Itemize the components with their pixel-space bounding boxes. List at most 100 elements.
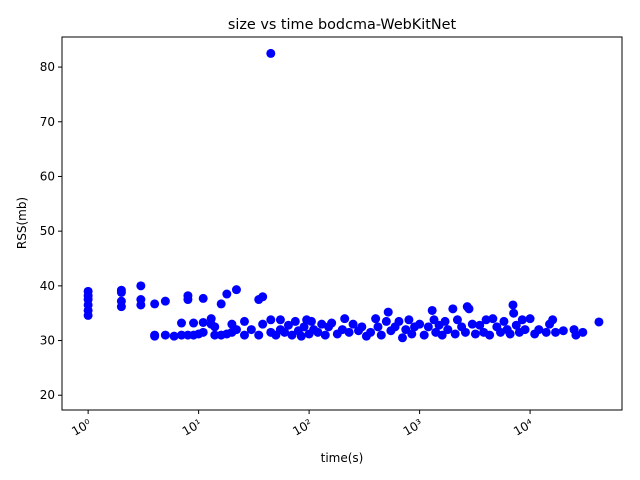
point (150, 331, 160, 341)
point (404, 315, 414, 325)
point (280, 327, 290, 337)
y-tick-label: 50 (40, 224, 55, 238)
point (357, 322, 367, 332)
point (440, 316, 450, 326)
point (505, 329, 515, 339)
point (317, 319, 327, 329)
point (266, 48, 276, 58)
point (83, 286, 93, 296)
point (306, 316, 316, 326)
point (415, 319, 425, 329)
y-tick-label: 60 (40, 169, 55, 183)
point (460, 327, 470, 337)
point (397, 333, 407, 343)
point (290, 316, 300, 326)
point (470, 329, 480, 339)
point (136, 295, 146, 305)
point (383, 307, 393, 317)
point (160, 330, 170, 340)
point (475, 320, 485, 330)
point (381, 316, 391, 326)
point (407, 329, 417, 339)
point (371, 314, 381, 324)
point (344, 327, 354, 337)
point (481, 315, 491, 325)
x-axis-label: time(s) (321, 451, 364, 465)
y-tick-label: 20 (40, 388, 55, 402)
y-tick-label: 40 (40, 279, 55, 293)
point (423, 322, 433, 332)
point (150, 299, 160, 309)
point (116, 296, 126, 306)
point (340, 314, 350, 324)
point (216, 299, 226, 309)
point (394, 316, 404, 326)
point (231, 285, 241, 295)
point (275, 315, 285, 325)
axes-frame (61, 36, 623, 411)
point (488, 314, 498, 324)
point (517, 315, 527, 325)
point (183, 291, 193, 301)
point (296, 331, 306, 341)
point (177, 318, 187, 328)
point (177, 330, 187, 340)
point (594, 317, 604, 327)
y-tick-label: 80 (40, 60, 55, 74)
point (499, 316, 509, 326)
point (508, 300, 518, 310)
point (437, 330, 447, 340)
point (266, 315, 276, 325)
point (366, 327, 376, 337)
point (427, 305, 437, 315)
point (467, 319, 477, 329)
y-tick-label: 70 (40, 115, 55, 129)
point (287, 330, 297, 340)
point (373, 322, 383, 332)
point (376, 330, 386, 340)
point (136, 281, 146, 291)
point (189, 318, 199, 328)
point (222, 289, 232, 299)
point (548, 315, 558, 325)
point (258, 292, 268, 302)
point (239, 316, 249, 326)
point (299, 322, 309, 332)
point (210, 322, 220, 332)
point (231, 325, 241, 335)
point (520, 325, 530, 335)
point (210, 330, 220, 340)
point (246, 325, 256, 335)
point (348, 319, 358, 329)
point (198, 293, 208, 303)
point (464, 304, 474, 314)
point (160, 296, 170, 306)
chart-title: size vs time bodcma-WebKitNet (228, 17, 457, 33)
point (419, 330, 429, 340)
point (551, 327, 561, 337)
point (450, 329, 460, 339)
point (541, 327, 551, 337)
point (511, 320, 521, 330)
point (239, 330, 249, 340)
point (443, 325, 453, 335)
point (258, 319, 268, 329)
point (578, 327, 588, 337)
point (571, 330, 581, 340)
y-tick-label: 30 (40, 334, 55, 348)
point (198, 327, 208, 337)
point (448, 304, 458, 314)
point (509, 308, 519, 318)
y-axis-label: RSS(mb) (15, 197, 29, 249)
point (525, 314, 535, 324)
point (116, 285, 126, 295)
point (534, 325, 544, 335)
point (558, 326, 568, 336)
point (327, 318, 337, 328)
point (313, 327, 323, 337)
point (283, 320, 293, 330)
point (254, 330, 264, 340)
point (452, 315, 462, 325)
